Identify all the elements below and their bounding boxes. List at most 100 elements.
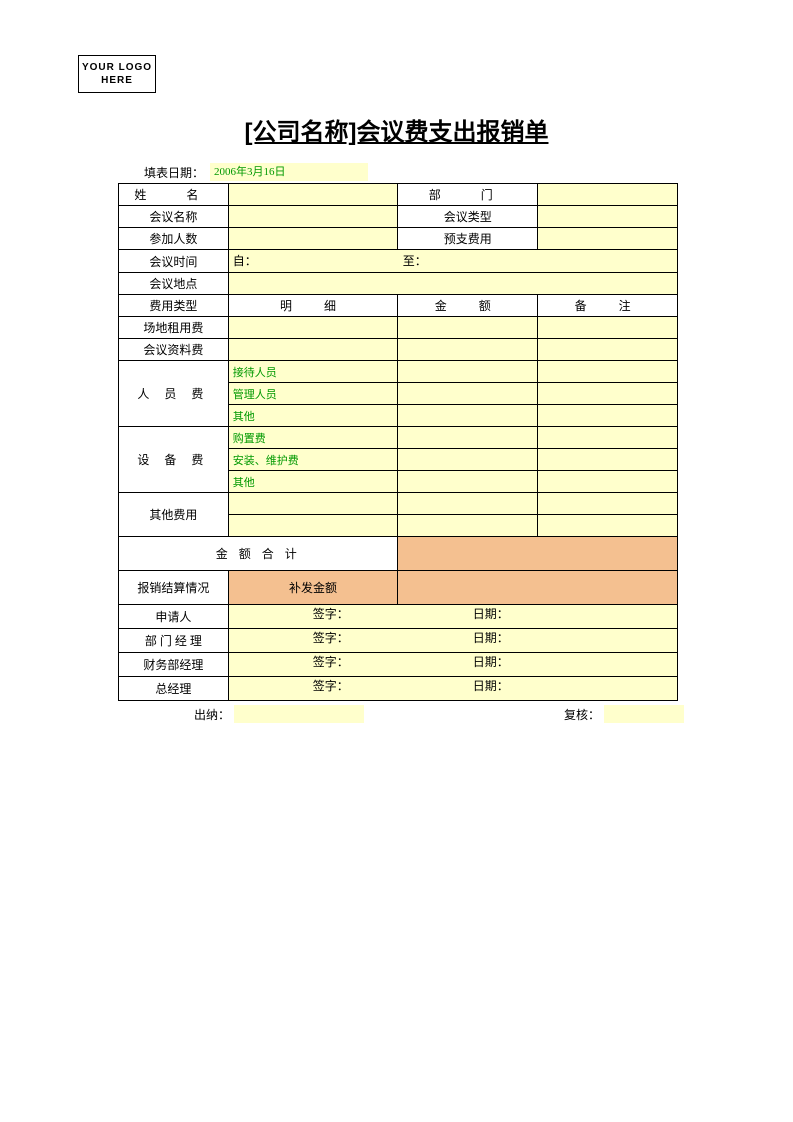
row-venue-fee: 场地租用费 <box>119 317 678 339</box>
venue-fee-label: 场地租用费 <box>119 317 229 339</box>
row-venue: 会议地点 <box>119 273 678 295</box>
time-from-label[interactable]: 自： <box>229 250 399 272</box>
total-label: 金 额 合 计 <box>216 547 301 561</box>
form-title: [公司名称]会议费支出报销单 <box>80 112 713 147</box>
equipment-amount-2[interactable] <box>398 471 538 493</box>
row-sig-dept-manager: 部 门 经 理 签字： 日期： <box>119 629 678 653</box>
personnel-remark-0[interactable] <box>538 361 678 383</box>
remark-header: 备 注 <box>575 299 641 313</box>
row-settlement: 报销结算情况 补发金额 <box>119 571 678 605</box>
date-label: 日期： <box>473 653 613 670</box>
row-personnel-1: 人 员 费 接待人员 <box>119 361 678 383</box>
personnel-amount-2[interactable] <box>398 405 538 427</box>
material-fee-label: 会议资料费 <box>119 339 229 361</box>
applicant-sign-area[interactable]: 签字： 日期： <box>228 605 677 629</box>
material-fee-detail[interactable] <box>228 339 398 361</box>
expense-form-page: YOUR LOGO HERE [公司名称]会议费支出报销单 填表日期： 2006… <box>0 0 793 1122</box>
meeting-name-field[interactable] <box>228 206 398 228</box>
venue-label: 会议地点 <box>119 273 229 295</box>
venue-fee-remark[interactable] <box>538 317 678 339</box>
dept-manager-sign-area[interactable]: 签字： 日期： <box>228 629 677 653</box>
equipment-amount-0[interactable] <box>398 427 538 449</box>
finance-manager-label: 财务部经理 <box>119 653 229 677</box>
amount-header: 金 额 <box>435 299 501 313</box>
equipment-remark-0[interactable] <box>538 427 678 449</box>
venue-fee-detail[interactable] <box>228 317 398 339</box>
personnel-remark-2[interactable] <box>538 405 678 427</box>
row-equipment-1: 设 备 费 购置费 <box>119 427 678 449</box>
venue-fee-amount[interactable] <box>398 317 538 339</box>
equipment-item-2[interactable]: 其他 <box>228 471 398 493</box>
cashier-label: 出纳： <box>180 706 234 723</box>
other-detail-1[interactable] <box>228 515 398 537</box>
other-amount-0[interactable] <box>398 493 538 515</box>
personnel-amount-1[interactable] <box>398 383 538 405</box>
row-sig-finance-manager: 财务部经理 签字： 日期： <box>119 653 678 677</box>
equipment-fee-label: 设 备 费 <box>137 453 209 467</box>
dept-manager-label: 部 门 经 理 <box>145 634 202 648</box>
meeting-type-label: 会议类型 <box>398 206 538 228</box>
material-fee-remark[interactable] <box>538 339 678 361</box>
fill-date-row: 填表日期： 2006年3月16日 <box>140 163 713 181</box>
sign-label: 签字： <box>313 677 473 694</box>
settlement-label: 报销结算情况 <box>119 571 229 605</box>
sign-label: 签字： <box>313 653 473 670</box>
fill-date-value[interactable]: 2006年3月16日 <box>210 163 368 181</box>
date-label: 日期： <box>473 629 613 646</box>
finance-manager-sign-area[interactable]: 签字： 日期： <box>228 653 677 677</box>
dept-field[interactable] <box>538 184 678 206</box>
fill-date-label: 填表日期： <box>140 164 210 181</box>
detail-header: 明 细 <box>280 299 346 313</box>
reissue-label: 补发金额 <box>228 571 398 605</box>
other-detail-0[interactable] <box>228 493 398 515</box>
material-fee-amount[interactable] <box>398 339 538 361</box>
equipment-item-1[interactable]: 安装、维护费 <box>228 449 398 471</box>
reissue-amount <box>398 571 678 605</box>
personnel-item-2[interactable]: 其他 <box>228 405 398 427</box>
other-remark-1[interactable] <box>538 515 678 537</box>
personnel-item-0[interactable]: 接待人员 <box>228 361 398 383</box>
row-total: 金 额 合 计 <box>119 537 678 571</box>
meeting-type-field[interactable] <box>538 206 678 228</box>
attendee-field[interactable] <box>228 228 398 250</box>
time-to-label[interactable]: 至： <box>399 250 677 272</box>
attendee-label: 参加人数 <box>119 228 229 250</box>
date-label: 日期： <box>473 605 613 622</box>
applicant-label: 申请人 <box>119 605 229 629</box>
name-field[interactable] <box>228 184 398 206</box>
prepay-label: 预支费用 <box>398 228 538 250</box>
venue-field[interactable] <box>228 273 677 295</box>
equipment-item-0[interactable]: 购置费 <box>228 427 398 449</box>
logo-placeholder: YOUR LOGO HERE <box>78 55 156 93</box>
personnel-item-1[interactable]: 管理人员 <box>228 383 398 405</box>
row-other-fee-1: 其他费用 <box>119 493 678 515</box>
meeting-name-label: 会议名称 <box>119 206 229 228</box>
footer-row: 出纳： 复核： <box>180 705 713 723</box>
other-fee-label: 其他费用 <box>119 493 229 537</box>
row-name-dept: 姓 名 部 门 <box>119 184 678 206</box>
meeting-time-label: 会议时间 <box>119 250 229 273</box>
reviewer-field[interactable] <box>604 705 684 723</box>
other-amount-1[interactable] <box>398 515 538 537</box>
date-label: 日期： <box>473 677 613 694</box>
row-material-fee: 会议资料费 <box>119 339 678 361</box>
cashier-field[interactable] <box>234 705 364 723</box>
row-meeting-name-type: 会议名称 会议类型 <box>119 206 678 228</box>
row-attendee-prepay: 参加人数 预支费用 <box>119 228 678 250</box>
expense-form-table: 姓 名 部 门 会议名称 会议类型 参加人数 预支费用 会议时间 自： 至： <box>118 183 678 701</box>
personnel-remark-1[interactable] <box>538 383 678 405</box>
personnel-amount-0[interactable] <box>398 361 538 383</box>
equipment-amount-1[interactable] <box>398 449 538 471</box>
row-sig-applicant: 申请人 签字： 日期： <box>119 605 678 629</box>
prepay-field[interactable] <box>538 228 678 250</box>
other-remark-0[interactable] <box>538 493 678 515</box>
expense-type-header: 费用类型 <box>119 295 229 317</box>
logo-text: YOUR LOGO HERE <box>79 61 155 87</box>
row-expense-header: 费用类型 明 细 金 额 备 注 <box>119 295 678 317</box>
equipment-remark-2[interactable] <box>538 471 678 493</box>
dept-label: 部 门 <box>429 188 507 202</box>
equipment-remark-1[interactable] <box>538 449 678 471</box>
general-manager-sign-area[interactable]: 签字： 日期： <box>228 677 677 701</box>
sign-label: 签字： <box>313 605 473 622</box>
total-amount <box>398 537 678 571</box>
